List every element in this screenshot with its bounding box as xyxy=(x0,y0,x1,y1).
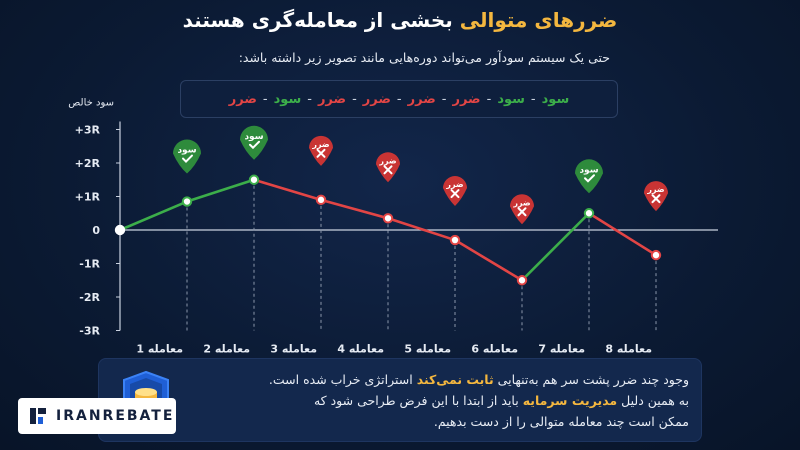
win-pin xyxy=(575,159,603,194)
logo-text: IRANREBATE xyxy=(56,408,175,424)
sequence-separator: - xyxy=(262,91,268,107)
note-line-1-post: استراتژی خراب شده است. xyxy=(268,372,417,387)
series-segment xyxy=(587,211,658,257)
sequence-item: ضرر xyxy=(362,91,391,107)
subtitle: حتی یک سیستم سودآور می‌تواند دوره‌هایی م… xyxy=(238,50,610,65)
sequence-separator: - xyxy=(441,91,447,107)
x-tick-label: معامله 2 xyxy=(203,343,250,356)
title-rest: بخشی از معامله‌گری هستند xyxy=(182,8,460,32)
note-line-2-pre: به همین دلیل xyxy=(617,393,689,408)
loss-pin xyxy=(443,176,467,207)
y-tick-label: +2R xyxy=(75,157,101,170)
x-tick-label: معامله 1 xyxy=(136,343,183,356)
note-line-1-pre: وجود چند ضرر پشت سر هم به‌تنهایی xyxy=(493,372,689,387)
data-point xyxy=(114,224,126,236)
sequence-item: ضرر xyxy=(317,91,347,107)
sequence-item: سود xyxy=(541,91,570,107)
y-tick-label: 0 xyxy=(92,224,100,237)
note-text: وجود چند ضرر پشت سر هم به‌تنهایی ثابت نم… xyxy=(249,369,689,432)
y-tick-label: +1R xyxy=(75,191,101,204)
cross-icon xyxy=(517,207,527,217)
x-tick-label: معامله 7 xyxy=(538,343,585,356)
sequence-separator: - xyxy=(486,91,492,107)
note-line-2: به همین دلیل مدیریت سرمایه باید از ابتدا… xyxy=(249,390,689,411)
sequence-item: ضرر xyxy=(228,91,257,107)
y-tick-label: -3R xyxy=(79,325,100,338)
page-title: ضررهای متوالی بخشی از معامله‌گری هستند xyxy=(0,8,800,32)
data-point xyxy=(583,208,595,219)
cross-icon xyxy=(651,194,661,204)
note-line-2-highlight: مدیریت سرمایه xyxy=(522,393,618,408)
note-line-2-post: باید از ابتدا با این فرض طراحی شود که xyxy=(313,393,523,408)
sequence-separator: - xyxy=(530,91,536,107)
data-point xyxy=(315,194,327,206)
series-segment xyxy=(185,178,256,203)
x-tick-label: معامله 5 xyxy=(404,343,451,356)
loss-pin xyxy=(376,152,400,183)
sequence-item: ضرر xyxy=(407,91,436,107)
data-point xyxy=(650,249,662,261)
series-segment xyxy=(118,200,189,232)
y-axis-label: سود خالص xyxy=(68,98,114,109)
outcome-sequence-box: ضرر - سود - ضرر - ضرر - ضرر - ضرر - سود - سود xyxy=(180,80,618,118)
cross-icon xyxy=(383,165,393,175)
check-icon xyxy=(182,154,193,163)
series-segment xyxy=(252,178,323,202)
win-pin xyxy=(240,125,268,160)
cross-icon xyxy=(450,189,460,199)
pin-label: ضرر xyxy=(512,198,531,207)
sequence-item: ضرر xyxy=(452,91,481,107)
series-segment xyxy=(520,211,591,282)
pin-label: سود xyxy=(177,146,196,156)
win-pin xyxy=(173,139,201,174)
pin-label: سود xyxy=(244,132,263,142)
y-tick-label: +3R xyxy=(75,124,101,137)
title-highlight: ضررهای متوالی xyxy=(459,8,618,32)
note-box: وجود چند ضرر پشت سر هم به‌تنهایی ثابت نم… xyxy=(98,358,702,442)
loss-pin xyxy=(644,181,668,212)
pin-label: ضرر xyxy=(311,140,330,149)
data-point xyxy=(516,275,528,286)
loss-pin xyxy=(510,194,534,225)
x-tick-label: معامله 6 xyxy=(471,343,518,356)
data-point xyxy=(449,234,461,246)
pin-label: ضرر xyxy=(646,185,665,194)
data-point xyxy=(382,213,394,224)
sequence-separator: - xyxy=(396,91,402,107)
pin-label: ضرر xyxy=(378,156,397,165)
sequence-item: سود xyxy=(273,91,302,107)
sequence-item: سود xyxy=(497,91,525,107)
x-tick-label: معامله 8 xyxy=(605,343,652,356)
x-tick-label: معامله 3 xyxy=(270,343,317,356)
y-tick-label: -2R xyxy=(79,291,100,304)
check-icon xyxy=(249,140,260,150)
check-icon xyxy=(584,174,595,183)
cross-icon xyxy=(316,148,326,158)
series-segment xyxy=(319,198,390,220)
sequence-separator: - xyxy=(307,91,312,107)
loss-pin xyxy=(309,135,333,166)
pin-label: ضرر xyxy=(445,180,464,189)
iranrebate-logo: IRANREBATE xyxy=(18,398,176,434)
series-segment xyxy=(386,216,457,242)
data-point xyxy=(181,196,193,207)
note-line-1-highlight: ثابت نمی‌کند xyxy=(416,372,494,387)
x-tick-label: معامله 4 xyxy=(337,343,384,356)
y-tick-label: -1R xyxy=(79,258,100,271)
note-line-3: ممکن است چند معامله متوالی را از دست بده… xyxy=(433,414,689,429)
series-segment xyxy=(453,238,524,282)
iranrebate-logo-icon xyxy=(30,408,46,424)
data-point xyxy=(248,174,260,185)
sequence-separator: - xyxy=(352,91,357,107)
pin-label: سود xyxy=(579,165,598,175)
note-line-1: وجود چند ضرر پشت سر هم به‌تنهایی ثابت نم… xyxy=(249,369,689,390)
